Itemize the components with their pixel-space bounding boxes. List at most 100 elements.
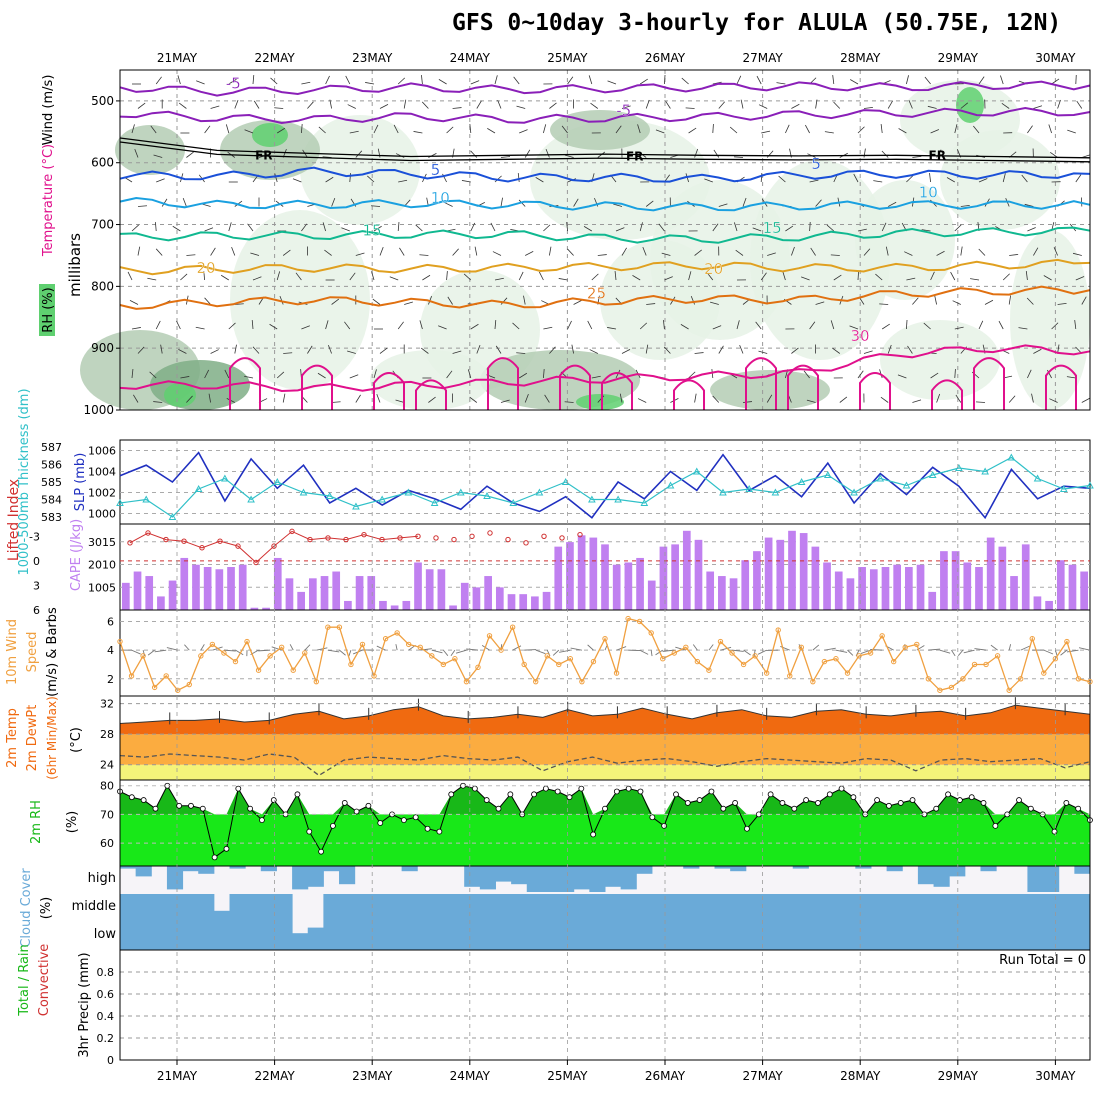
lifted-tick-label: 3 — [33, 579, 40, 592]
rh-point — [152, 805, 159, 812]
wind-barb-10m — [154, 649, 167, 653]
cloud-mid-low-bar — [683, 894, 700, 950]
wind-barb — [301, 223, 308, 232]
wind-speed-point — [325, 624, 331, 630]
wind-barb — [525, 251, 534, 256]
cape-bar — [519, 594, 528, 610]
wind-barb-10m — [316, 647, 328, 651]
wind-speed-point — [521, 661, 527, 668]
wind-barb — [172, 225, 181, 232]
thickness-point — [771, 488, 780, 496]
wind-barb — [127, 271, 133, 281]
bottom-date-tick-label: 24MAY — [450, 1069, 491, 1083]
upper-air-tick-label: 800 — [91, 279, 114, 293]
cape-bar — [484, 576, 492, 610]
slp-panel-frame — [119, 439, 1091, 525]
cloud-mid-low-bar — [526, 894, 543, 950]
wind-barb — [155, 248, 163, 256]
wind-speed-point — [475, 664, 481, 671]
wind-barb-10m — [570, 647, 582, 651]
isotherm-label: 25 — [587, 285, 606, 303]
cloud-high-bar — [792, 866, 809, 869]
wind-barb — [952, 300, 961, 305]
wind-speed-point — [405, 641, 412, 648]
cloud-mid-low-bar — [761, 894, 778, 950]
wind-barb — [621, 105, 631, 109]
wind-barb — [912, 399, 922, 403]
wind-barb — [970, 278, 980, 281]
rh-point — [223, 845, 230, 852]
wind-barb — [713, 149, 720, 158]
wind-barb-10m — [455, 649, 467, 654]
rh-point — [874, 797, 880, 803]
cape-bar — [344, 600, 352, 610]
wind-barb — [1057, 303, 1067, 305]
wind-speed-point — [948, 684, 955, 691]
wind-barb — [543, 224, 551, 232]
wind-barb — [1001, 103, 1010, 109]
wind-barb — [129, 300, 139, 305]
wind-barb — [307, 101, 314, 109]
wind-barb-10m — [395, 644, 398, 651]
wind-barb — [704, 178, 713, 183]
wind-speed-point — [810, 678, 816, 685]
cloud-high-bar — [1043, 866, 1060, 892]
wind-barb — [815, 99, 818, 109]
wind-barb-10m — [835, 649, 848, 653]
wind-barb — [500, 399, 510, 403]
cloud-mid-low-bar — [135, 894, 152, 950]
wind-speed-point — [417, 644, 423, 650]
cape-bar — [764, 537, 773, 610]
isotherm-label: 5 — [431, 161, 441, 179]
thickness-point — [142, 495, 151, 503]
wind-barb — [742, 401, 752, 403]
wind-barb-10m — [720, 646, 732, 651]
cloud-high-bar — [479, 866, 496, 890]
lifted-index-point — [415, 533, 421, 539]
wind-barb — [567, 248, 574, 256]
cape-bar — [507, 594, 516, 610]
wind-barb — [955, 394, 962, 403]
rh-point — [542, 785, 549, 792]
wind-barb-10m — [289, 644, 294, 651]
wind-barb — [545, 149, 550, 158]
cape-bar — [367, 576, 376, 610]
thickness-point — [378, 495, 387, 503]
rh-point — [791, 805, 798, 812]
wind-barb — [875, 273, 883, 281]
rh-point — [401, 817, 407, 824]
rh-point — [767, 791, 774, 798]
isotherm-line — [119, 258, 1091, 276]
cape-bar — [636, 557, 644, 610]
wind-barb — [639, 322, 648, 330]
rh-point — [980, 800, 987, 806]
wind-barb — [809, 179, 819, 183]
wind-barb-10m — [974, 648, 987, 651]
lifted-index-point — [217, 538, 223, 544]
wind-barb — [204, 227, 214, 232]
wind-barb — [1067, 129, 1076, 134]
wind-barb — [419, 254, 429, 256]
wind-speed-point — [498, 647, 504, 653]
wind-barb — [318, 126, 326, 134]
top-date-tick-label: 27MAY — [742, 51, 783, 65]
wind-barb — [349, 130, 359, 134]
wind-barb — [349, 172, 351, 183]
wind-barb — [131, 224, 139, 232]
wind-barb — [706, 272, 714, 281]
cape-bar — [823, 562, 831, 610]
wind-barb — [204, 297, 211, 305]
rh-point — [483, 797, 490, 803]
wind-speed-point — [117, 638, 123, 645]
wind-barb — [476, 344, 481, 354]
thickness-point — [247, 495, 255, 503]
precip-tick-label: 0 — [107, 1054, 114, 1067]
wind-barb — [494, 319, 497, 330]
lifted-index-point — [541, 533, 547, 539]
cloud-mid-low-bar — [558, 894, 575, 950]
wind-barb — [538, 271, 544, 281]
thickness-point — [823, 470, 832, 478]
temp-label-b: 2m DewPt — [25, 705, 40, 772]
wind-barb — [587, 320, 593, 330]
wind-barb — [960, 246, 963, 256]
